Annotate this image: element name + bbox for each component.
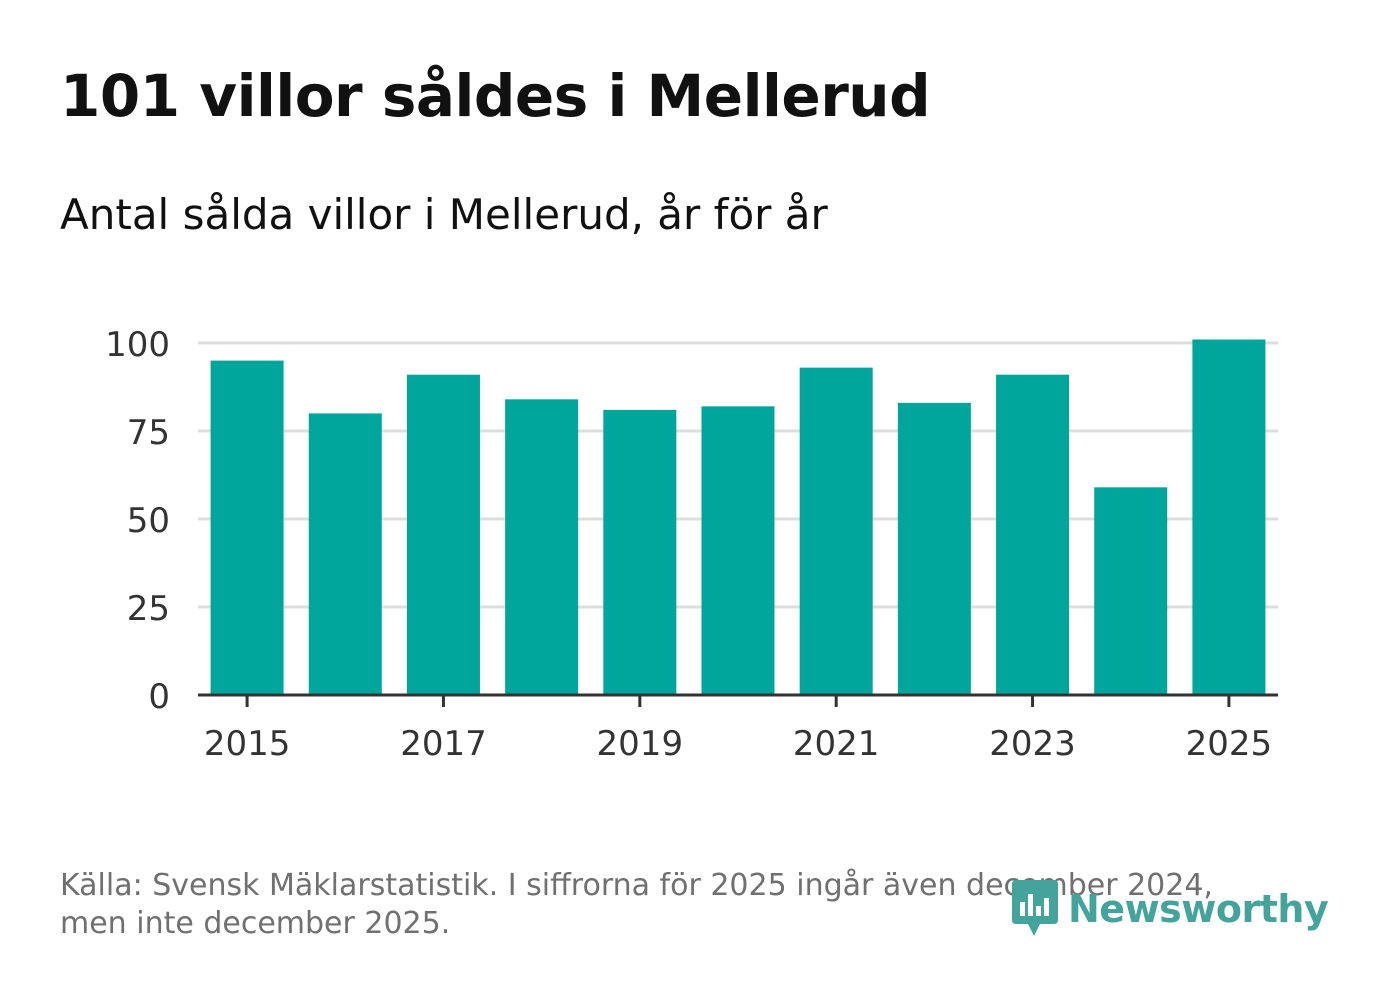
y-tick-label-75: 75 — [127, 413, 170, 453]
y-tick-label-100: 100 — [105, 325, 170, 365]
x-tick-label-2021: 2021 — [793, 724, 880, 764]
x-tick-label-2017: 2017 — [400, 724, 487, 764]
y-tick-label-50: 50 — [127, 501, 170, 541]
source-line-2: men inte december 2025. — [60, 906, 451, 941]
bar-2023 — [996, 374, 1070, 695]
x-tick-label-2019: 2019 — [597, 724, 684, 764]
newsworthy-logo-icon — [1012, 880, 1058, 936]
bar-2020 — [701, 406, 775, 695]
bar-2024 — [1094, 487, 1168, 695]
bar-chart: 0 25 50 75 100 2015 2017 2019 2021 2023 2025 — [105, 325, 1278, 764]
x-tick-label-2023: 2023 — [989, 724, 1076, 764]
x-tick-label-2025: 2025 — [1186, 724, 1273, 764]
bar-2022 — [897, 402, 971, 695]
logo-text: Newsworthy — [1068, 887, 1329, 931]
y-tick-label-25: 25 — [127, 589, 170, 629]
chart-subtitle: Antal sålda villor i Mellerud, år för år — [60, 190, 828, 239]
bar-2016 — [308, 413, 382, 695]
y-tick-label-0: 0 — [148, 677, 170, 717]
chart-title: 101 villor såldes i Mellerud — [60, 62, 931, 130]
bar-2019 — [603, 409, 677, 695]
bar-2025 — [1192, 339, 1266, 695]
bar-2017 — [406, 374, 480, 695]
bar-2021 — [799, 367, 873, 695]
bar-2015 — [210, 360, 284, 695]
newsworthy-logo: Newsworthy — [1010, 878, 1329, 940]
x-tick-label-2015: 2015 — [204, 724, 291, 764]
bar-2018 — [505, 399, 579, 695]
